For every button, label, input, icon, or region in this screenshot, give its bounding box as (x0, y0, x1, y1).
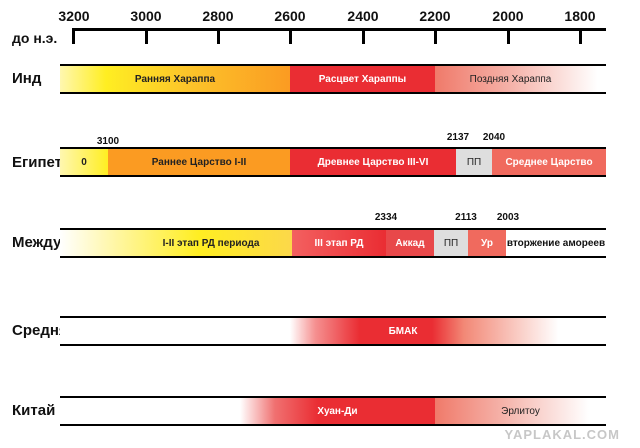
segment-dynasty-0: 0 (60, 149, 108, 175)
timeline-track-indus: Ранняя Хараппа Расцвет Хараппы Поздняя Х… (60, 64, 606, 94)
tick-label-2800: 2800 (202, 8, 234, 24)
axis-tick (579, 28, 582, 44)
segment-huang-di: Хуан-Ди (240, 398, 435, 424)
tick-label-1800: 1800 (564, 8, 596, 24)
time-axis: 3200 3000 2800 2600 2400 2200 2000 1800 … (0, 0, 640, 60)
segment-early-harappa: Ранняя Хараппа (60, 66, 290, 92)
segment-early-dynastic-1-2: I-II этап РД периода (60, 230, 292, 256)
tick-label-2400: 2400 (347, 8, 379, 24)
segment-ur: Ур (468, 230, 506, 256)
segment-bmac: БМАК (290, 318, 606, 344)
segment-erlitou: Эрлитоу (435, 398, 606, 424)
segment-early-kingdom: Раннее Царство I-II (108, 149, 290, 175)
era-label: до н.э. (12, 30, 58, 46)
segment-late-harappa: Поздняя Хараппа (435, 66, 606, 92)
tick-label-2000: 2000 (492, 8, 524, 24)
segment-old-kingdom: Древнее Царство III-VI (290, 149, 456, 175)
axis-tick (217, 28, 220, 44)
tick-label-2600: 2600 (274, 8, 306, 24)
date-label-2003: 2003 (496, 212, 520, 223)
axis-tick (362, 28, 365, 44)
axis-tick (507, 28, 510, 44)
tick-label-2200: 2200 (419, 8, 451, 24)
segment-mature-harappa: Расцвет Хараппы (290, 66, 435, 92)
date-label-2137: 2137 (446, 132, 470, 143)
row-label-indus: Инд (12, 70, 42, 87)
date-label-2040: 2040 (482, 132, 506, 143)
segment-amorite-invasion: вторжение амореев (506, 230, 606, 256)
segment-early-dynastic-3: III этап РД (292, 230, 386, 256)
timeline-track-central-asia: БМАК (60, 316, 606, 346)
timeline-track-china: Хуан-Ди Эрлитоу (60, 396, 606, 426)
watermark: YAPLAKAL.COM (504, 427, 620, 442)
axis-tick (72, 28, 75, 44)
row-label-china: Китай (12, 402, 56, 419)
axis-tick (145, 28, 148, 44)
axis-line (72, 28, 606, 31)
axis-tick (289, 28, 292, 44)
row-label-egypt: Египет (12, 154, 63, 171)
segment-intermediate: ПП (434, 230, 468, 256)
segment-middle-kingdom: Среднее Царство (492, 149, 606, 175)
axis-tick (434, 28, 437, 44)
timeline-track-egypt: 0 Раннее Царство I-II Древнее Царство II… (60, 147, 606, 177)
date-label-2334: 2334 (374, 212, 398, 223)
segment-first-intermediate: ПП (456, 149, 492, 175)
date-label-3100: 3100 (96, 136, 120, 147)
tick-label-3000: 3000 (130, 8, 162, 24)
timeline-track-mesopotamia: I-II этап РД периода III этап РД Аккад П… (60, 228, 606, 258)
tick-label-3200: 3200 (58, 8, 90, 24)
segment-akkad: Аккад (386, 230, 434, 256)
date-label-2113: 2113 (455, 212, 477, 223)
